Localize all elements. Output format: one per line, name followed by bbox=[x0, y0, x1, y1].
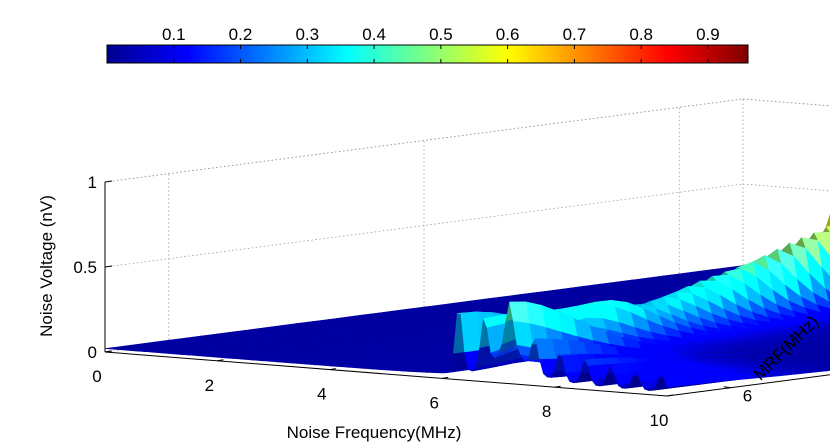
grid-line bbox=[742, 183, 830, 192]
colorbar-tick-label: 0.7 bbox=[563, 25, 587, 44]
colorbar-tick-label: 0.8 bbox=[629, 25, 653, 44]
grid-line bbox=[104, 98, 744, 183]
grid-line bbox=[104, 183, 744, 268]
colorbar: 0.1 0.2 0.3 0.4 0.5 0.6 0.7 0.8 0.9 bbox=[106, 25, 749, 64]
grid-line bbox=[742, 98, 830, 107]
colorbar-tick-label: 0.5 bbox=[429, 25, 453, 44]
surface bbox=[104, 214, 830, 391]
grid-line bbox=[742, 98, 830, 107]
colorbar-tick-label: 0.2 bbox=[229, 25, 253, 44]
colorbar-tick-label: 0.9 bbox=[696, 25, 720, 44]
colorbar-tick-label: 0.4 bbox=[362, 25, 386, 44]
colorbar-tick-label: 0.1 bbox=[162, 25, 186, 44]
colorbar-ticks: 0.1 0.2 0.3 0.4 0.5 0.6 0.7 0.8 0.9 bbox=[162, 25, 720, 63]
colorbar-tick-label: 0.6 bbox=[496, 25, 520, 44]
colorbar-tick-label: 0.3 bbox=[295, 25, 319, 44]
colorbar-gradient bbox=[106, 44, 749, 64]
